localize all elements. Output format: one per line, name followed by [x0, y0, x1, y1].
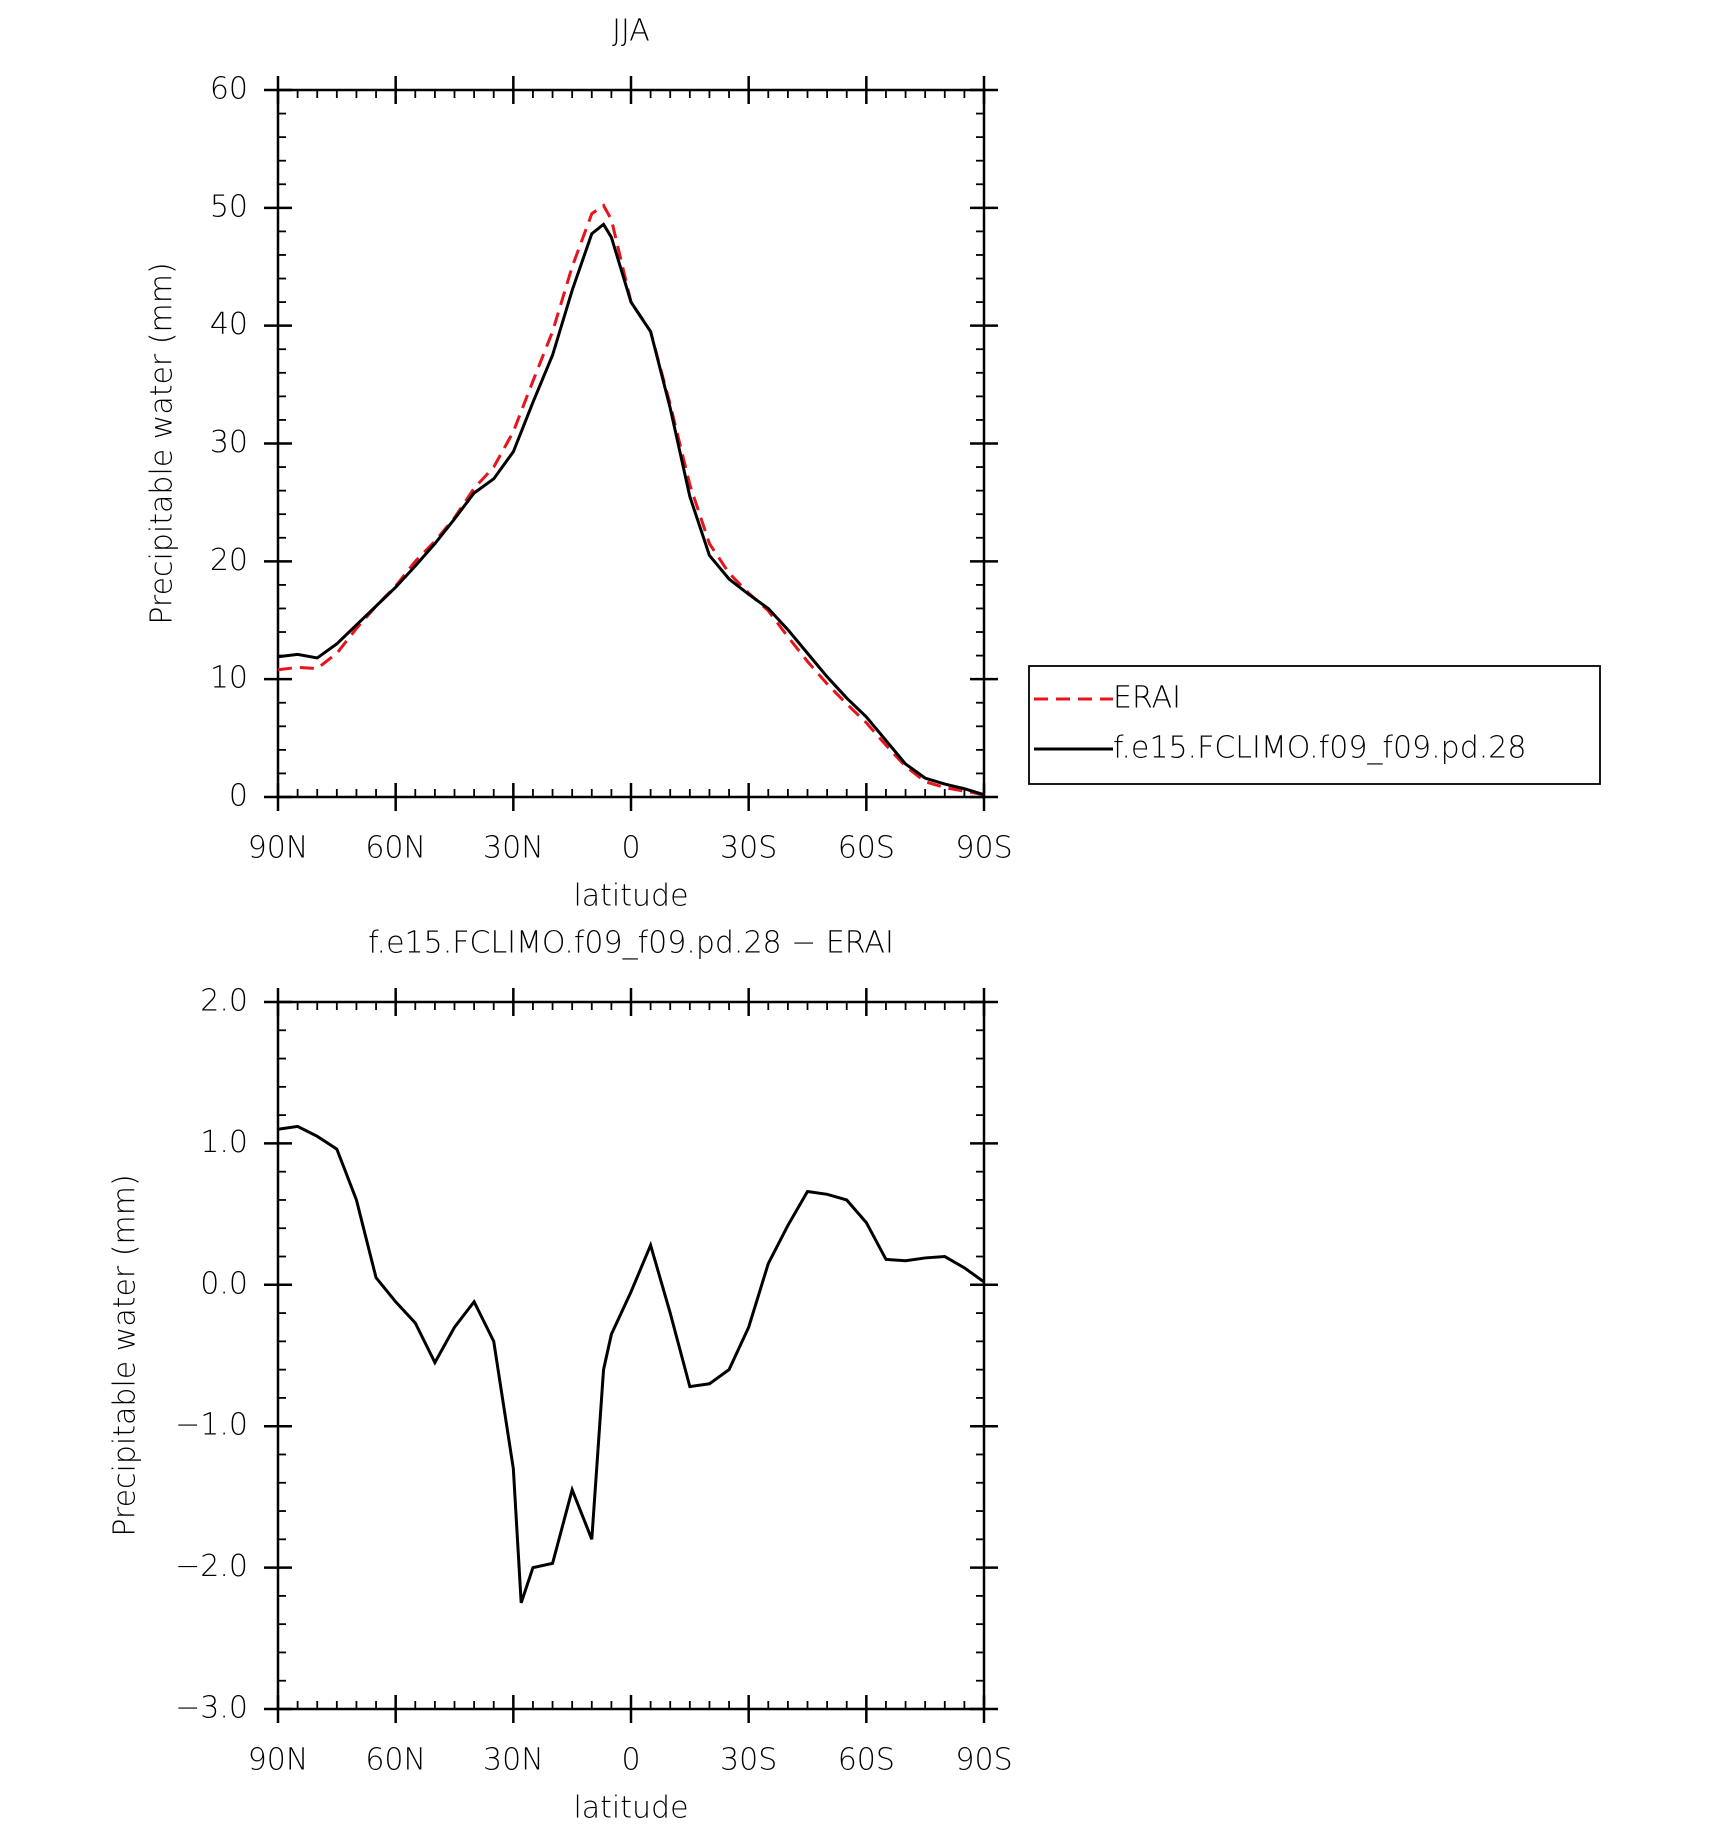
y-tick-label: 60 — [210, 72, 248, 107]
y-tick-label: −1.0 — [175, 1408, 248, 1443]
y-tick-label: 2.0 — [200, 984, 248, 1019]
y-tick-label: 1.0 — [200, 1125, 248, 1160]
x-tick-label: 60S — [838, 1743, 895, 1778]
x-tick-label: 90N — [248, 831, 309, 866]
legend-box — [1028, 665, 1601, 785]
x-tick-label: 90S — [955, 831, 1012, 866]
x-tick-label: 60N — [365, 831, 426, 866]
legend-label: ERAI — [1113, 681, 1181, 716]
y-tick-label: −2.0 — [175, 1549, 248, 1584]
x-tick-label: 30N — [483, 831, 544, 866]
chart-title: JJA — [612, 14, 650, 49]
x-tick-label: 30N — [483, 1743, 544, 1778]
data-line — [277, 203, 985, 797]
plot-frame — [276, 88, 986, 799]
x-axis-label: latitude — [573, 1791, 688, 1826]
y-tick-label: 0.0 — [200, 1266, 248, 1301]
data-line — [277, 1124, 985, 1604]
x-tick-label: 60S — [838, 831, 895, 866]
y-axis-label: Precipitable water (mm) — [145, 262, 180, 624]
x-tick-label: 0 — [621, 1743, 640, 1778]
y-tick-label: 50 — [210, 189, 248, 224]
y-tick-label: 30 — [210, 425, 248, 460]
y-tick-label: 0 — [229, 779, 248, 814]
x-tick-label: 60N — [365, 1743, 426, 1778]
x-tick-label: 30S — [720, 1743, 777, 1778]
x-tick-label: 30S — [720, 831, 777, 866]
y-tick-label: 40 — [210, 307, 248, 342]
chart-title: f.e15.FCLIMO.f09_f09.pd.28 − ERAI — [368, 926, 894, 961]
plot-frame — [276, 1000, 986, 1711]
y-tick-label: 20 — [210, 543, 248, 578]
y-tick-label: 10 — [210, 661, 248, 696]
data-line — [277, 222, 985, 797]
x-axis-label: latitude — [573, 879, 688, 914]
legend-label: f.e15.FCLIMO.f09_f09.pd.28 — [1113, 731, 1526, 766]
x-tick-label: 90S — [955, 1743, 1012, 1778]
x-tick-label: 0 — [621, 831, 640, 866]
x-tick-label: 90N — [248, 1743, 309, 1778]
y-axis-label: Precipitable water (mm) — [108, 1174, 143, 1536]
y-tick-label: −3.0 — [175, 1691, 248, 1726]
